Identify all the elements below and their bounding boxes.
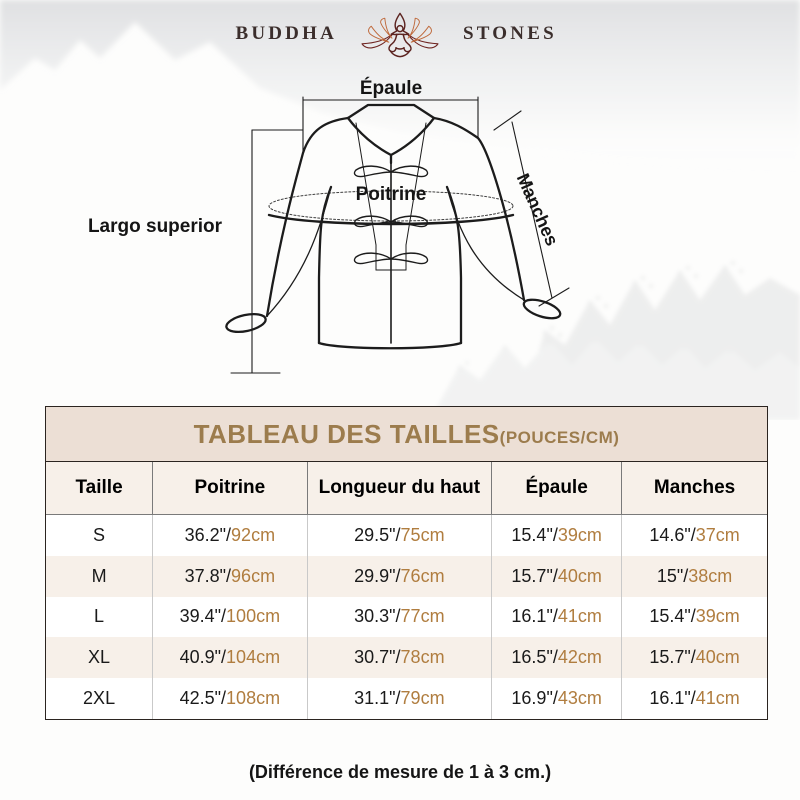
svg-text:Poitrine: Poitrine [356,184,427,205]
svg-text:Manches: Manches [513,170,563,249]
svg-text:Largo superior: Largo superior [88,216,223,237]
svg-text:Épaule: Épaule [360,77,422,99]
